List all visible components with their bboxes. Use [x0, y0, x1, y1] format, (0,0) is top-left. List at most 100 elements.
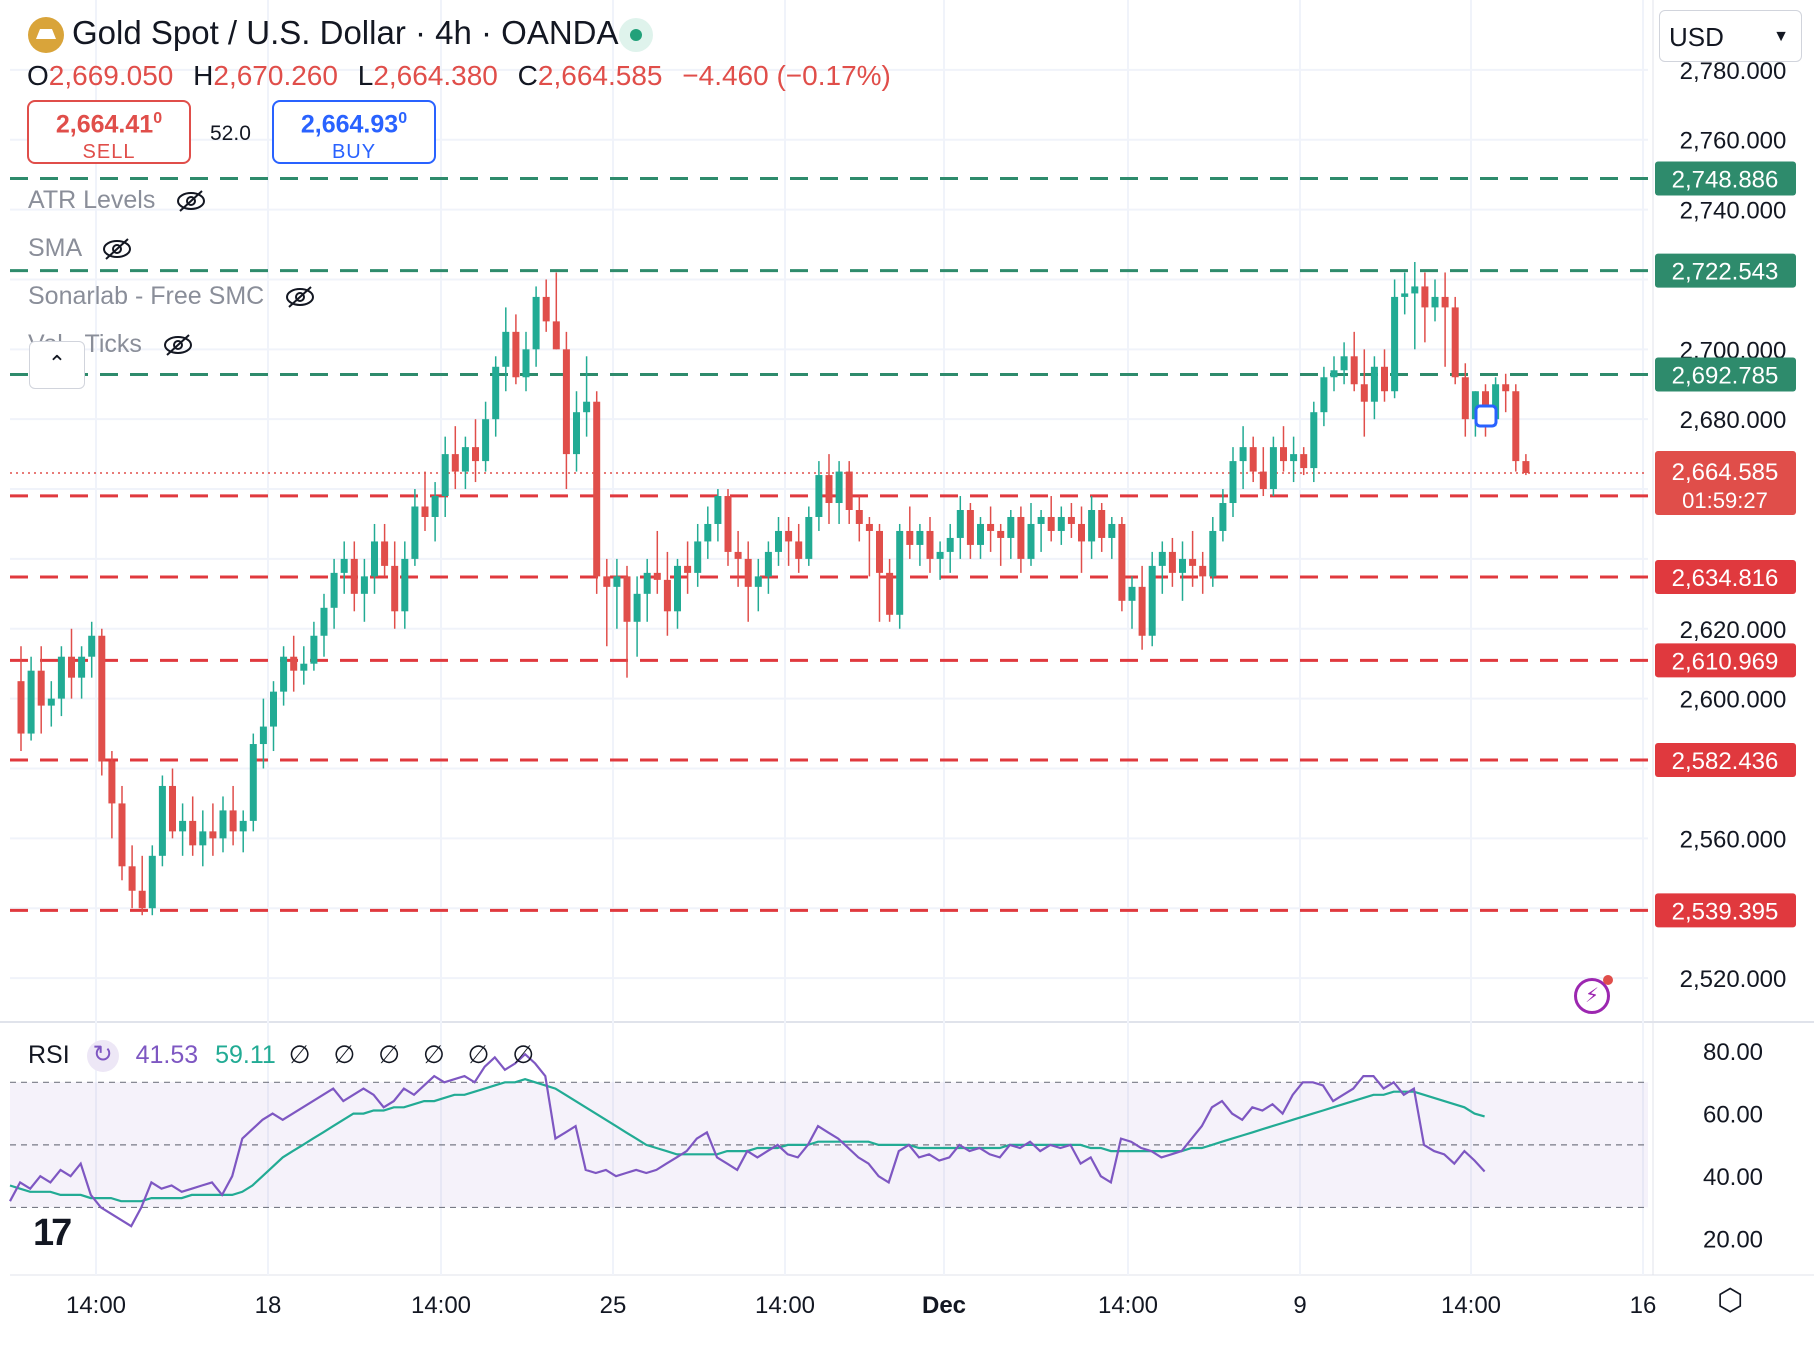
- candle-body: [1158, 551, 1166, 566]
- rsi-tick-label: 60.00: [1703, 1102, 1763, 1129]
- level-tag-green-text: 2,692.785: [1672, 363, 1779, 390]
- candle-body: [1128, 586, 1136, 601]
- candle-body: [1168, 551, 1176, 573]
- indicator-sma[interactable]: SMA: [28, 234, 132, 263]
- candle-body: [199, 831, 207, 846]
- candle-body: [764, 551, 772, 577]
- candle-body: [340, 558, 348, 573]
- buy-button[interactable]: 2,664.930 BUY: [272, 100, 436, 164]
- tradingview-logo[interactable]: 17: [33, 1212, 72, 1254]
- candle-body: [785, 530, 793, 542]
- candle-body: [613, 576, 621, 587]
- lightning-icon[interactable]: ⚡: [1574, 975, 1613, 1014]
- candle-body: [158, 785, 166, 856]
- candle-body: [1199, 565, 1207, 577]
- chevron-up-icon: ⌃: [47, 351, 67, 376]
- level-tag-red-text: 2,539.395: [1672, 898, 1779, 925]
- last-price-tag: [1655, 450, 1796, 515]
- candle-body: [47, 698, 55, 706]
- sell-button[interactable]: 2,664.410 SELL: [27, 100, 191, 164]
- candle-body: [431, 496, 439, 517]
- chevron-down-icon: ▼: [1773, 28, 1789, 45]
- refresh-icon[interactable]: [86, 1040, 119, 1073]
- rsi-value: 41.53: [135, 1041, 199, 1069]
- candle-body: [1148, 565, 1156, 636]
- eye-slash-icon[interactable]: [285, 285, 315, 309]
- candle-body: [1290, 454, 1298, 462]
- candle-body: [1108, 523, 1116, 538]
- candle-body: [1259, 471, 1267, 490]
- candle-body: [926, 530, 934, 559]
- candle-body: [88, 635, 96, 657]
- candle-body: [532, 296, 540, 350]
- rsi-legend[interactable]: RSI 41.53 59.11 ∅ ∅ ∅ ∅ ∅ ∅: [28, 1040, 543, 1073]
- candle-body: [1269, 447, 1277, 490]
- candle-body: [1229, 461, 1237, 504]
- candle-body: [1360, 384, 1368, 402]
- candle-body: [1492, 384, 1500, 420]
- indicator-atr-levels[interactable]: ATR Levels: [28, 186, 206, 215]
- level-tag-red: [1655, 893, 1796, 928]
- candle-body: [754, 576, 762, 587]
- candle-body: [684, 565, 692, 573]
- settings-hexagon-icon[interactable]: ⬡: [1717, 1284, 1744, 1317]
- candle-body: [855, 510, 863, 524]
- candle-body: [865, 523, 873, 531]
- candle-body: [1502, 384, 1510, 392]
- candle-body: [330, 572, 338, 608]
- candle-body: [1370, 366, 1378, 402]
- candle-body: [300, 663, 308, 671]
- candle-body: [825, 475, 833, 504]
- level-tag-green-text: 2,722.543: [1672, 259, 1779, 286]
- candle-body: [1007, 516, 1015, 538]
- eye-slash-icon[interactable]: [176, 189, 206, 213]
- candle-body: [249, 744, 257, 821]
- candle-body: [1330, 370, 1338, 378]
- time-tick-label: 14:00: [1441, 1292, 1501, 1319]
- candle-body: [1179, 558, 1186, 573]
- eye-slash-icon[interactable]: [163, 333, 193, 357]
- rsi-tick-label: 20.00: [1703, 1227, 1763, 1254]
- candle-body: [1391, 296, 1399, 392]
- chart-markers: [1474, 404, 1498, 428]
- time-tick-label: 14:00: [66, 1292, 126, 1319]
- candle-body: [1057, 516, 1065, 531]
- candle-body: [128, 866, 136, 891]
- candle-body: [381, 541, 389, 566]
- candle-body: [1138, 586, 1146, 636]
- candle-body: [835, 471, 843, 504]
- symbol-title[interactable]: Gold Spot / U.S. Dollar · 4h · OANDA: [72, 14, 619, 51]
- level-tag-green: [1655, 161, 1796, 196]
- change-value: −4.460 (−0.17%): [682, 60, 891, 91]
- candle-body: [1037, 516, 1045, 524]
- currency-select[interactable]: USD ▼: [1659, 10, 1802, 62]
- buy-price: 2,664.93: [300, 110, 399, 139]
- candle-body: [189, 820, 197, 846]
- candle-body: [270, 691, 277, 727]
- rsi-na-values: ∅ ∅ ∅ ∅ ∅ ∅: [288, 1041, 543, 1069]
- collapse-legend-button[interactable]: ⌃: [29, 341, 85, 389]
- candle-body: [1461, 377, 1469, 420]
- candle-body: [229, 810, 237, 832]
- candle-body: [552, 321, 560, 350]
- rsi-pane: 20.00 40.00 60.00 80.00: [9, 1039, 1763, 1254]
- time-tick-label: 9: [1293, 1292, 1306, 1319]
- candle-series: [17, 261, 1530, 916]
- candle-body: [179, 820, 187, 832]
- price-tick-label: 2,760.000: [1680, 128, 1787, 155]
- indicator-sonarlab-smc[interactable]: Sonarlab - Free SMC: [28, 282, 315, 311]
- candle-body: [704, 523, 712, 542]
- candle-body: [472, 447, 479, 462]
- price-tick-label: 2,560.000: [1680, 826, 1787, 853]
- low-label: L: [357, 60, 374, 91]
- candle-body: [674, 565, 681, 612]
- candle-body: [148, 855, 156, 909]
- candle-body: [633, 593, 641, 622]
- eye-slash-icon[interactable]: [102, 237, 132, 261]
- candle-body: [411, 506, 419, 559]
- last-price-text: 2,664.585: [1672, 459, 1779, 486]
- candle-body: [239, 820, 247, 832]
- candle-body: [795, 541, 803, 559]
- candle-body: [57, 656, 65, 699]
